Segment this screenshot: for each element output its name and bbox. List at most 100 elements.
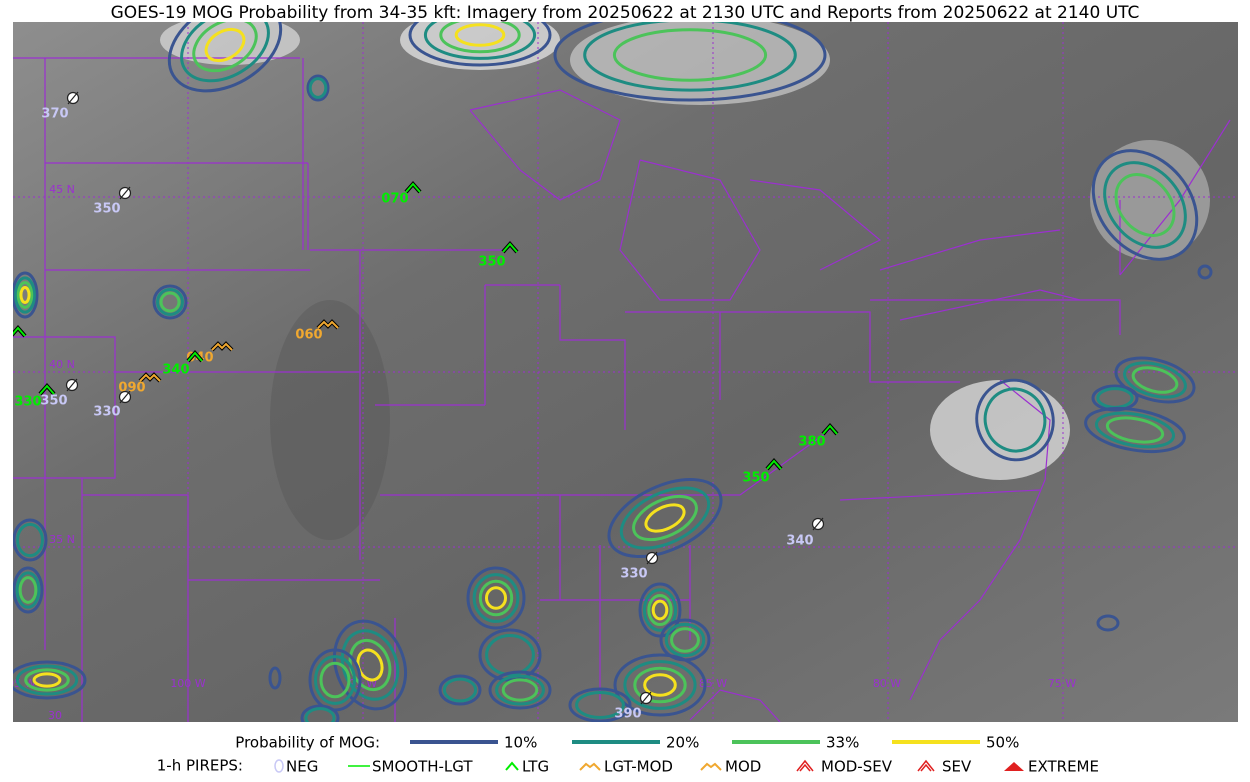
mog-contour xyxy=(268,666,282,690)
mog-contour xyxy=(632,494,698,542)
pirep-icon xyxy=(766,459,782,470)
mog-contour xyxy=(664,622,706,658)
mog-contour xyxy=(478,628,542,682)
mog-contour xyxy=(1105,416,1165,444)
legend: Probability of MOG: 10% 20% 33% 50% 1-h PIREP… xyxy=(157,734,1099,776)
legend-icon xyxy=(579,762,601,771)
legend-icon xyxy=(505,761,519,771)
mog-contour xyxy=(192,22,258,73)
mog-contour xyxy=(19,286,31,304)
pirep-icon xyxy=(119,390,131,404)
mog-contour xyxy=(488,670,552,710)
legend-label: 33% xyxy=(826,734,859,752)
mog-contour xyxy=(1197,264,1213,280)
mog-contour xyxy=(670,627,700,653)
pirep-icon xyxy=(405,182,421,193)
legend-icon xyxy=(917,759,935,772)
mog-contour xyxy=(159,291,181,313)
mog-contour xyxy=(167,22,283,93)
pirep-label: 80 xyxy=(0,338,13,353)
mog-contour xyxy=(1131,366,1179,394)
pirep-icon xyxy=(646,551,658,565)
pirep-label: 330 xyxy=(93,405,120,420)
legend-label: 10% xyxy=(504,734,537,752)
mog-contour xyxy=(1114,173,1176,237)
mog-contour xyxy=(466,566,526,630)
pirep-label: 350 xyxy=(742,471,769,486)
mog-contour xyxy=(975,378,1055,462)
mog-contour xyxy=(306,74,330,102)
legend-title: Probability of MOG: xyxy=(235,734,380,752)
pirep-icon xyxy=(211,342,233,351)
mog-contour xyxy=(438,674,482,706)
mog-contour xyxy=(1114,356,1196,404)
mog-contour xyxy=(408,22,552,67)
mog-contour xyxy=(642,588,678,632)
legend-icon xyxy=(274,759,284,773)
grid-label: 35 N xyxy=(49,533,75,546)
title: GOES-19 MOG Probability from 34-35 kft: … xyxy=(111,3,1140,23)
pirep-icon xyxy=(39,384,55,395)
pirep-label: 390 xyxy=(614,707,641,722)
boundaries xyxy=(13,57,1231,722)
grid-label: 100 W xyxy=(170,677,205,690)
mog-contour xyxy=(442,677,478,703)
mog-contour xyxy=(607,477,723,559)
pirep-icon xyxy=(822,424,838,435)
legend-label: LGT-MOD xyxy=(604,758,673,776)
mog-contour xyxy=(623,660,697,710)
pirep-label: 350 xyxy=(40,394,67,409)
mog-contour xyxy=(439,22,521,54)
pirep-label: 060 xyxy=(295,328,322,343)
mog-contour xyxy=(423,22,537,60)
pirep-icon xyxy=(187,351,203,362)
pirep-icon xyxy=(812,517,824,531)
mog-contour xyxy=(13,518,48,562)
pirep-label: 350 xyxy=(478,255,505,270)
legend-label: LTG xyxy=(522,758,549,776)
mog-contour xyxy=(583,22,797,92)
mog-contour xyxy=(300,704,340,722)
mog-contour xyxy=(1091,149,1199,261)
mog-contour xyxy=(308,77,328,99)
mog-contour xyxy=(340,629,400,701)
grid-label: 80 W xyxy=(873,677,901,690)
grid-label: 75 W xyxy=(1048,677,1076,690)
legend-label: NEG xyxy=(286,758,318,776)
mog-contour xyxy=(553,22,827,102)
mog-contour xyxy=(1123,361,1187,399)
pirep-label: 370 xyxy=(41,107,68,122)
mog-contour xyxy=(647,593,673,627)
pirep-label: 350 xyxy=(93,202,120,217)
legend-title: 1-h PIREPS: xyxy=(157,757,243,775)
pirep-label: 070 xyxy=(381,192,408,207)
pirep-icon xyxy=(139,373,161,382)
mog-contour xyxy=(472,573,520,623)
mog-contour xyxy=(304,707,336,722)
mog-contour xyxy=(14,276,36,314)
mog-contour xyxy=(619,486,711,550)
mog-contour xyxy=(314,655,356,705)
legend-icon xyxy=(796,759,814,772)
pirep-icon xyxy=(502,242,518,253)
mog-contour xyxy=(495,674,545,706)
graticule xyxy=(13,22,1238,722)
mog-contour xyxy=(1103,161,1187,249)
mog-contour xyxy=(633,666,687,704)
mog-contour xyxy=(180,22,270,83)
pirep-label: 330 xyxy=(14,395,41,410)
pirep-label: 340 xyxy=(786,534,813,549)
mog-contour xyxy=(501,678,539,702)
mog-contour xyxy=(644,503,686,533)
legend-icon xyxy=(700,762,722,771)
legend-label: SEV xyxy=(942,758,972,776)
mog-contour xyxy=(156,288,184,316)
mog-contour xyxy=(13,660,87,700)
pirep-icon xyxy=(13,326,26,337)
legend-label: MOD-SEV xyxy=(821,758,893,776)
mog-contour xyxy=(319,661,351,699)
mog-contour xyxy=(575,691,625,719)
pirep-icon xyxy=(640,691,652,705)
